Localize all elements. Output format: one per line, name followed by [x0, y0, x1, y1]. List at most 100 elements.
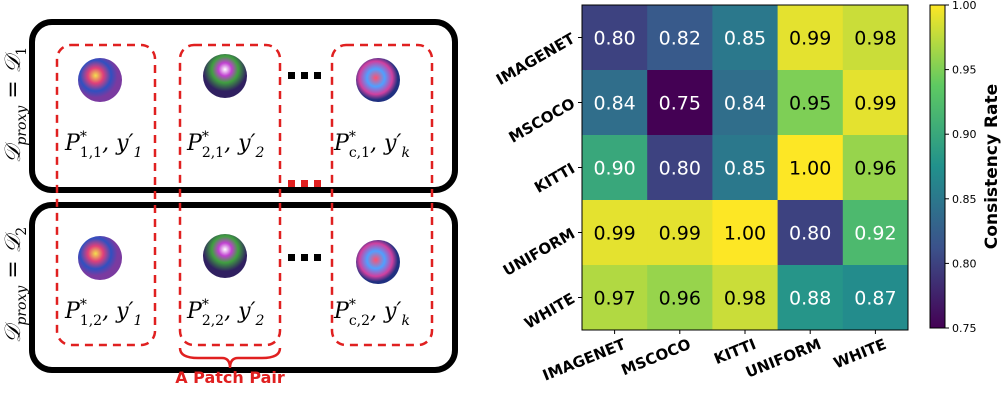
patch-image	[356, 58, 400, 102]
x-tick-label: IMAGENET	[540, 335, 629, 385]
cell-label: 0.84	[593, 93, 635, 115]
colorbar-tick-label: 0.75	[952, 322, 977, 335]
cell-label: 0.99	[854, 93, 896, 115]
y-tick-label: UNIFORM	[500, 224, 578, 279]
patch-label: P*c,1, y′k	[333, 129, 410, 161]
math-part: = 𝒟	[1, 51, 26, 105]
ellipsis	[288, 180, 321, 187]
cell-label: 0.85	[724, 28, 766, 50]
cell-label: 0.98	[854, 28, 896, 50]
figure: A Patch Pair 𝒟proxy = 𝒟1P*1,1, y′1P*2,1,…	[0, 0, 1003, 400]
cell-label: 1.00	[789, 158, 831, 180]
math-part: P	[64, 131, 81, 156]
math-part: *	[80, 129, 87, 145]
math-part: P	[186, 299, 203, 324]
cell-label: 0.98	[724, 288, 766, 310]
colorbar-tick-label: 0.85	[952, 193, 977, 206]
math-part: 2	[255, 313, 265, 329]
ellipsis	[288, 254, 321, 261]
math-part: , y′	[224, 299, 255, 324]
patch-label: P*1,2, y′1	[64, 297, 142, 329]
math-part: *	[349, 297, 356, 313]
domain-label: 𝒟proxy = 𝒟1	[1, 47, 30, 163]
patch-image	[78, 236, 122, 280]
colorbar-label: Consistency Rate	[982, 84, 1002, 249]
cell-label: 0.96	[854, 158, 896, 180]
math-part: , y′	[102, 131, 133, 156]
cell-label: 0.80	[593, 28, 635, 50]
math-part: , y′	[370, 131, 401, 156]
patch-image	[203, 234, 247, 278]
math-part: k	[401, 313, 409, 329]
cell-label: 0.99	[789, 28, 831, 50]
math-part: P	[186, 131, 203, 156]
math-part: P	[333, 299, 350, 324]
ellipsis	[288, 72, 321, 79]
math-part: , y′	[224, 131, 255, 156]
patch-image	[356, 240, 400, 284]
cell-label: 0.95	[789, 93, 831, 115]
x-tick-label: UNIFORM	[743, 335, 824, 382]
cell-label: 0.96	[659, 288, 701, 310]
cell-label: 0.85	[724, 158, 766, 180]
cell-label: 0.99	[593, 223, 635, 245]
patch-image	[78, 58, 122, 102]
domain-label: 𝒟proxy = 𝒟2	[1, 227, 30, 343]
math-part: proxy	[14, 285, 30, 326]
math-part: P	[333, 131, 350, 156]
y-tick-label: KITTI	[531, 159, 578, 196]
math-part: 1,1	[80, 145, 102, 161]
patch-label: P*c,2, y′k	[333, 297, 410, 329]
math-part: c,2	[349, 313, 370, 329]
cell-label: 0.75	[659, 93, 701, 115]
math-part: 1,2	[80, 313, 102, 329]
colorbar-tick-label: 0.95	[952, 64, 977, 77]
math-part: c,1	[349, 145, 370, 161]
y-tick-label: MSCOCO	[506, 94, 578, 146]
x-tick-label: WHITE	[831, 335, 889, 372]
cell-label: 0.80	[659, 158, 701, 180]
math-part: 2	[14, 227, 30, 236]
y-tick-label: WHITE	[521, 289, 578, 332]
math-part: = 𝒟	[1, 231, 26, 285]
math-part: *	[349, 129, 356, 145]
cell-label: 0.99	[659, 223, 701, 245]
cell-label: 0.97	[593, 288, 635, 310]
cell-label: 0.87	[854, 288, 896, 310]
diagram: A Patch Pair	[32, 22, 455, 387]
cell-label: 0.88	[789, 288, 831, 310]
cell-label: 0.84	[724, 93, 766, 115]
math-part: 2	[255, 145, 265, 161]
patch-label: P*2,1, y′2	[186, 129, 265, 161]
colorbar-tick-label: 1.00	[952, 0, 977, 12]
cell-label: 0.90	[593, 158, 635, 180]
colorbar	[930, 5, 945, 328]
math-part: *	[202, 297, 209, 313]
patch-label: P*1,1, y′1	[64, 129, 142, 161]
y-tick-label: IMAGENET	[493, 29, 579, 89]
caption: A Patch Pair	[175, 368, 285, 387]
math-part: 1	[134, 145, 143, 161]
colorbar-tick-label: 0.80	[952, 257, 977, 270]
colorbar-tick-label: 0.90	[952, 128, 977, 141]
math-part: 1	[134, 313, 143, 329]
math-part: 2,1	[202, 145, 224, 161]
math-part: P	[64, 299, 81, 324]
proxy-box	[32, 22, 455, 190]
math-part: proxy	[14, 105, 30, 146]
patch-label: P*2,2, y′2	[186, 297, 265, 329]
cell-label: 1.00	[724, 223, 766, 245]
x-tick-label: MSCOCO	[619, 335, 694, 379]
math-part: 2,2	[202, 313, 224, 329]
math-part: k	[401, 145, 409, 161]
math-part: , y′	[370, 299, 401, 324]
math-part: 1	[14, 47, 30, 56]
pair-brace	[180, 348, 280, 368]
patch-image	[203, 54, 247, 98]
math-part: , y′	[102, 299, 133, 324]
cell-label: 0.80	[789, 223, 831, 245]
math-part: *	[80, 297, 87, 313]
cell-label: 0.92	[854, 223, 896, 245]
math-part: *	[202, 129, 209, 145]
cell-label: 0.82	[659, 28, 701, 50]
